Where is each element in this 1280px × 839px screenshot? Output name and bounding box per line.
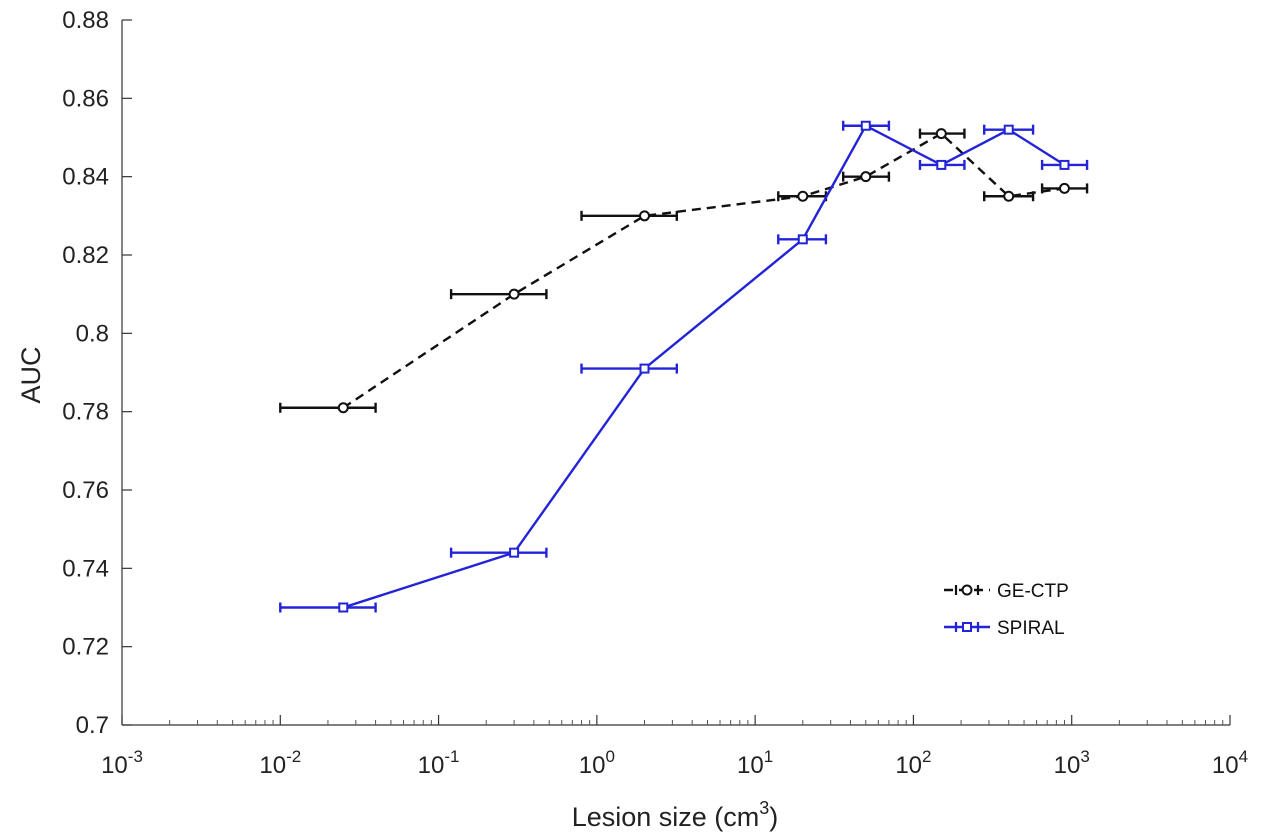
data-point bbox=[936, 159, 947, 170]
legend-marker bbox=[961, 584, 973, 596]
data-point bbox=[508, 288, 520, 300]
data-point bbox=[338, 602, 349, 613]
y-tick-label: 0.76 bbox=[62, 477, 109, 504]
x-axis-label-end: ) bbox=[769, 802, 778, 832]
x-tick-label: 102 bbox=[895, 747, 931, 779]
data-point bbox=[509, 547, 520, 558]
x-axis-label-main: Lesion size (cm bbox=[572, 802, 760, 832]
data-point bbox=[860, 171, 872, 183]
series-line bbox=[342, 132, 1065, 409]
data-point bbox=[1058, 182, 1070, 194]
data-point bbox=[337, 402, 349, 414]
legend-marker bbox=[962, 622, 972, 632]
x-tick-label: 103 bbox=[1054, 747, 1090, 779]
y-tick-label: 0.82 bbox=[62, 242, 109, 269]
x-tick-label: 104 bbox=[1212, 747, 1248, 779]
data-point bbox=[1003, 190, 1015, 202]
x-axis-label: Lesion size (cm3) bbox=[572, 798, 779, 832]
x-tick-label: 101 bbox=[737, 747, 773, 779]
data-point bbox=[797, 190, 809, 202]
data-point bbox=[639, 210, 651, 222]
legend: GE-CTP SPIRAL bbox=[944, 581, 1069, 639]
legend-label: GE-CTP bbox=[997, 581, 1069, 602]
data-point bbox=[639, 363, 650, 374]
series-spiral bbox=[279, 120, 1089, 613]
x-tick-label: 10-3 bbox=[101, 747, 143, 779]
legend-item-ge-ctp: GE-CTP bbox=[944, 581, 1069, 602]
data-point bbox=[860, 120, 871, 131]
y-tick-label: 0.74 bbox=[62, 555, 109, 582]
y-tick-label: 0.72 bbox=[62, 634, 109, 661]
data-point bbox=[935, 128, 947, 140]
y-axis-label: AUC bbox=[16, 346, 46, 403]
y-tick-label: 0.84 bbox=[62, 164, 109, 191]
x-tick-label: 10-2 bbox=[259, 747, 301, 779]
x-tick-label: 100 bbox=[579, 747, 615, 779]
legend-label: SPIRAL bbox=[997, 618, 1065, 639]
y-tick-label: 0.88 bbox=[62, 7, 109, 34]
y-tick-label: 0.7 bbox=[76, 712, 109, 739]
legend-item-spiral: SPIRAL bbox=[944, 618, 1065, 639]
series-ge-ctp bbox=[279, 128, 1089, 414]
data-point bbox=[1003, 124, 1014, 135]
y-tick-label: 0.86 bbox=[62, 85, 109, 112]
data-point bbox=[797, 234, 808, 245]
y-tick-label: 0.78 bbox=[62, 399, 109, 426]
x-axis-label-sup: 3 bbox=[759, 798, 769, 818]
x-tick-label: 10-1 bbox=[418, 747, 460, 779]
y-tick-label: 0.8 bbox=[76, 320, 109, 347]
series-line bbox=[342, 124, 1066, 609]
data-point bbox=[1059, 159, 1070, 170]
axes: 0.7 0.72 0.74 0.76 0.78 0.8 0.82 0.84 0.86 0.88 10… bbox=[62, 7, 1248, 779]
plot-series bbox=[279, 120, 1089, 613]
